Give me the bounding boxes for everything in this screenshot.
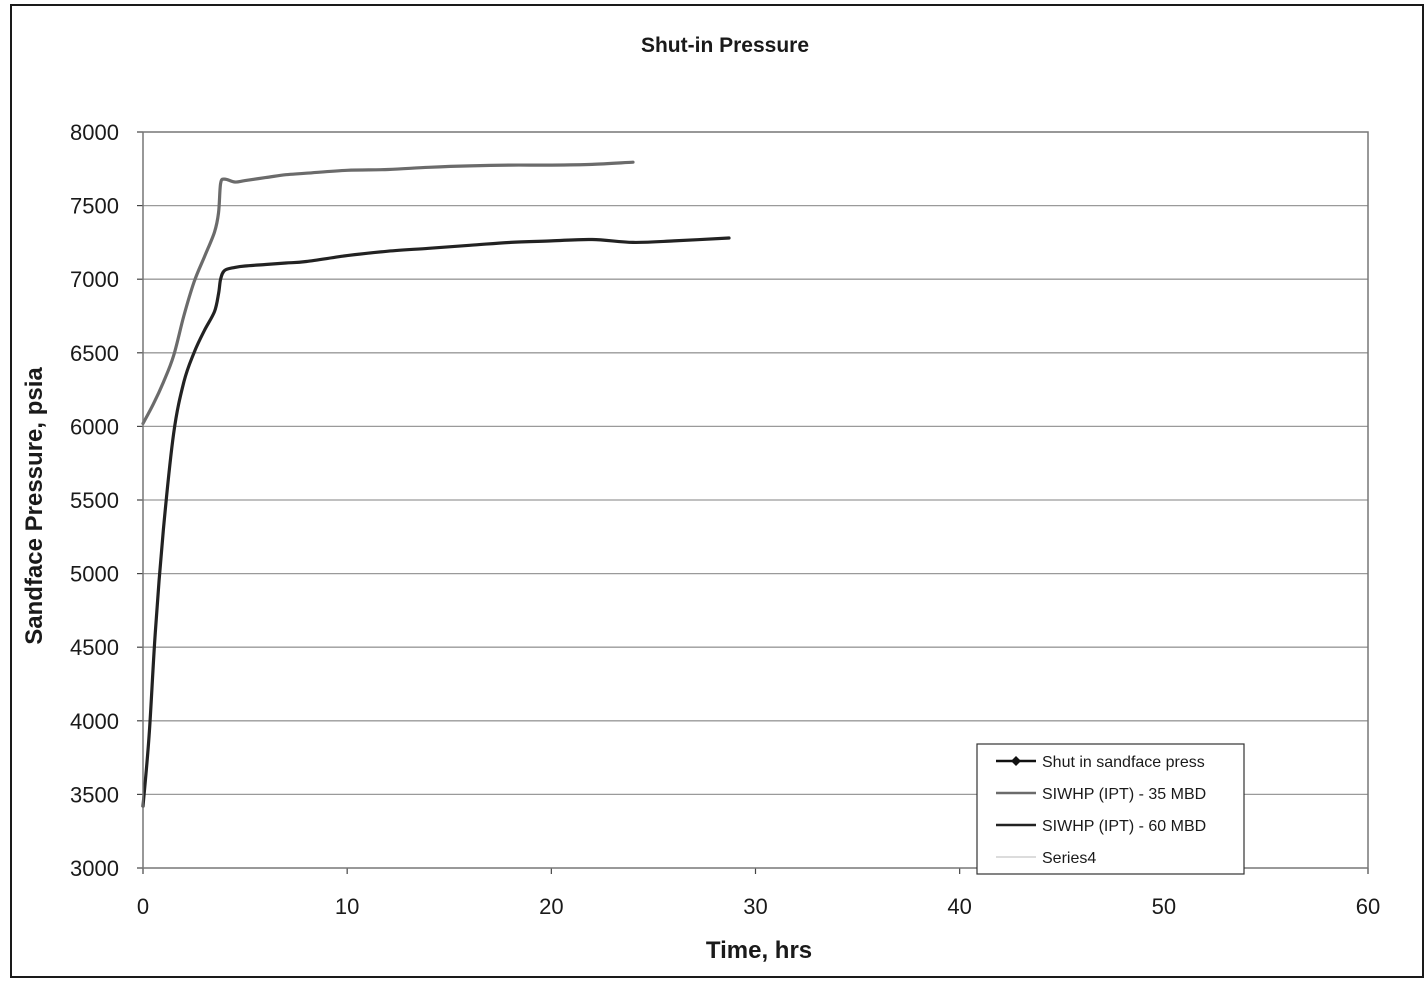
legend-box — [976, 743, 1245, 875]
y-tick-label: 6000 — [70, 414, 119, 439]
y-axis-ticks: 3000 3500 4000 4500 5000 5500 6000 6500 7000 7500… — [70, 120, 143, 881]
y-tick-label: 8000 — [70, 120, 119, 145]
legend-label-4: Series4 — [1042, 850, 1096, 867]
x-tick-label: 20 — [539, 894, 563, 919]
y-tick-label: 5000 — [70, 562, 119, 587]
y-tick-label: 4000 — [70, 709, 119, 734]
x-tick-label: 0 — [137, 894, 149, 919]
plot-area: 3000 3500 4000 4500 5000 5500 6000 6500 7000 7500… — [70, 120, 1380, 919]
y-tick-label: 5500 — [70, 488, 119, 513]
x-tick-label: 40 — [947, 894, 971, 919]
plot-border — [142, 131, 1369, 869]
series-line-2 — [141, 160, 635, 426]
x-tick-label: 50 — [1152, 894, 1176, 919]
legend-marker-diamond — [1011, 756, 1021, 766]
gridlines — [143, 204, 1368, 796]
x-tick-label: 10 — [335, 894, 359, 919]
x-axis-ticks: 0 10 20 30 40 50 60 — [137, 868, 1380, 919]
y-tick-label: 6500 — [70, 341, 119, 366]
y-tick-label: 4500 — [70, 635, 119, 660]
x-tick-label: 30 — [743, 894, 767, 919]
y-tick-label: 7000 — [70, 267, 119, 292]
series-line-3 — [141, 236, 731, 808]
series-lines — [141, 160, 731, 808]
y-tick-label: 3000 — [70, 856, 119, 881]
y-tick-label: 3500 — [70, 782, 119, 807]
x-tick-label: 60 — [1356, 894, 1380, 919]
legend: Shut in sandface press SIWHP (IPT) - 35 M… — [976, 743, 1245, 875]
x-axis-title: Time, hrs — [706, 937, 812, 964]
legend-label-1: Shut in sandface press — [1042, 754, 1205, 771]
chart-title: Shut-in Pressure — [641, 34, 809, 57]
y-tick-label: 7500 — [70, 194, 119, 219]
legend-label-3: SIWHP (IPT) - 60 MBD — [1042, 818, 1206, 835]
y-axis-title: Sandface Pressure, psia — [21, 367, 48, 645]
legend-label-2: SIWHP (IPT) - 35 MBD — [1042, 786, 1206, 803]
